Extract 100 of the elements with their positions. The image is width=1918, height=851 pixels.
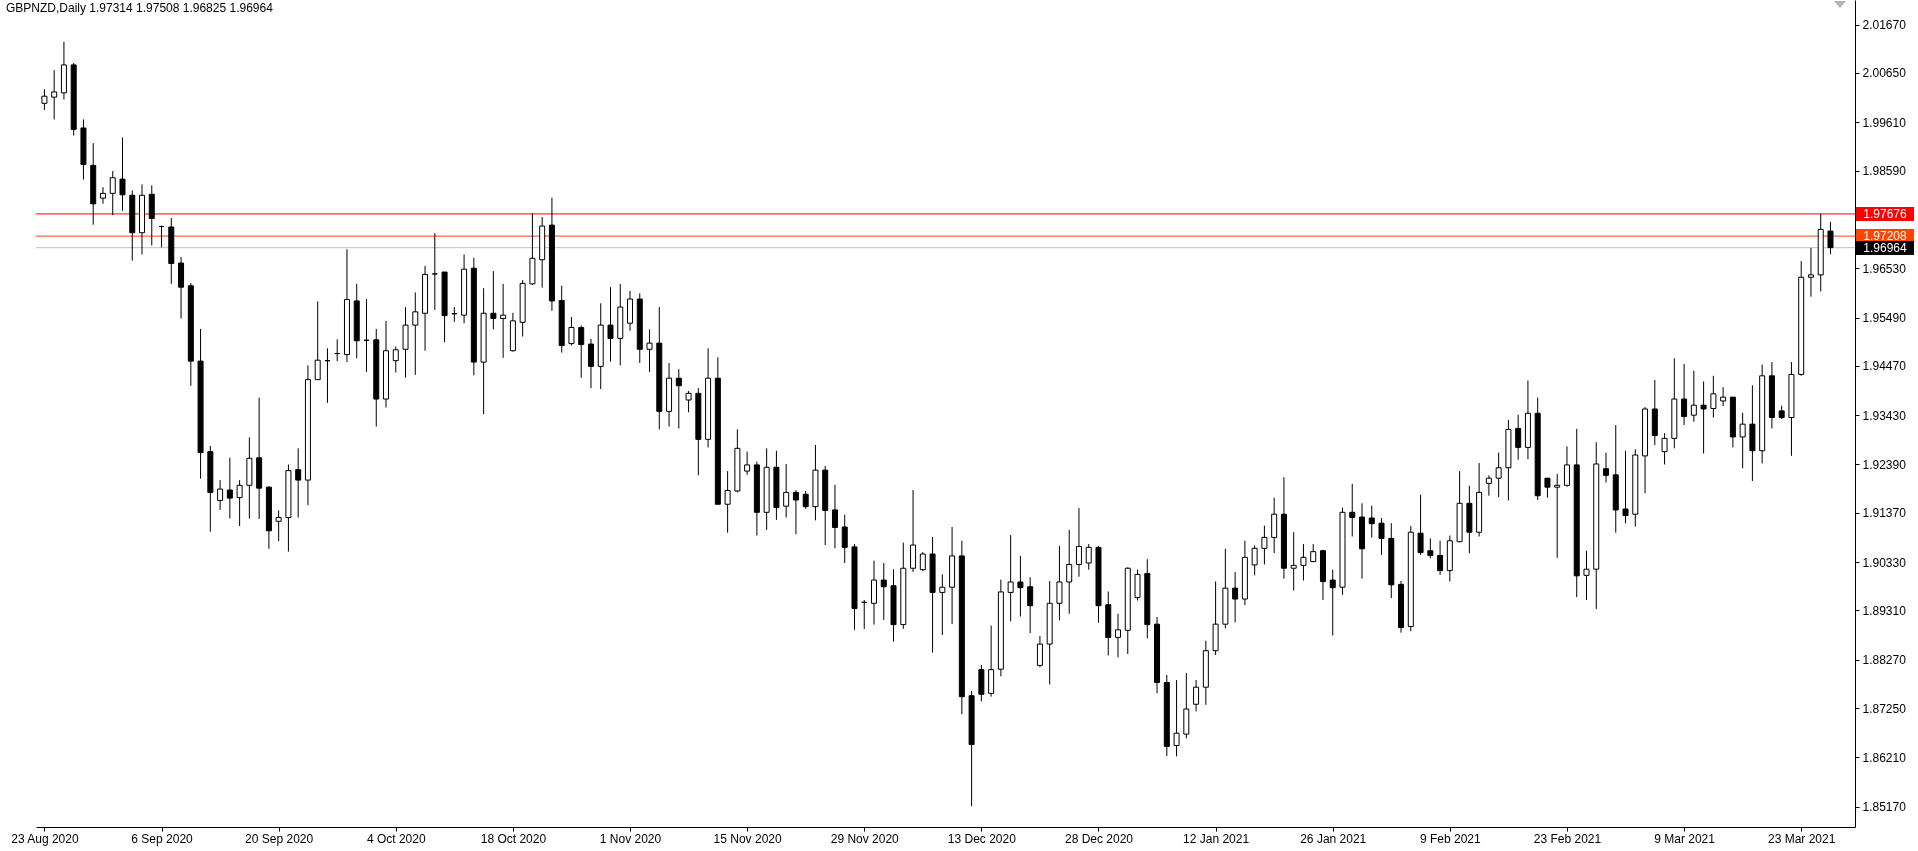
candlestick [841,514,848,564]
x-tick-label: 6 Sep 2020 [131,831,194,846]
candlestick [314,300,321,381]
x-tick-label: 23 Mar 2021 [1768,831,1836,846]
candlestick [1368,505,1375,538]
x-tick-label: 13 Dec 2020 [947,831,1017,846]
candlestick [1007,534,1014,622]
candlestick [1251,544,1258,576]
x-tick-label: 29 Nov 2020 [830,831,900,846]
y-tick-label: 1.92390 [1862,457,1907,472]
candlestick [1075,507,1082,578]
candlestick [831,484,838,549]
chart-title: GBPNZD,Daily 1.97314 1.97508 1.96825 1.96964 [6,1,274,15]
candlestick [1017,555,1024,618]
y-tick-label: 1.96530 [1862,261,1907,276]
y-tick-label: 2.00650 [1862,66,1907,81]
x-tick-label: 12 Jan 2021 [1183,831,1250,846]
candlestick [500,283,507,359]
y-tick-label: 1.94470 [1862,359,1907,374]
candlestick [939,573,946,636]
candlestick [871,560,878,626]
y-tick-label: 1.85170 [1862,800,1907,815]
x-tick-label: 4 Oct 2020 [366,831,426,846]
candlestick [412,291,419,376]
candlestick [1232,571,1239,623]
y-tick-label: 1.99610 [1862,115,1907,130]
candlestick [1583,550,1590,601]
candlestick [1495,452,1502,498]
candlestick [578,325,585,379]
candlestick [646,328,653,373]
candlestick [587,338,594,389]
candlestick [1807,247,1814,298]
candlestick [236,479,243,527]
y-tick-label: 1.88270 [1862,653,1907,668]
candlestick [295,447,302,519]
candlestick [99,186,106,205]
candlestick [1720,386,1727,407]
x-tick-label: 9 Feb 2021 [1419,831,1482,846]
candlestick [1115,613,1122,658]
candlestick [1827,221,1834,255]
candlestick [1134,569,1141,601]
x-tick-label: 15 Nov 2020 [713,831,782,846]
y-tick-label: 1.91370 [1862,506,1907,521]
candlestick [910,489,917,573]
y-tick-label: 1.87250 [1862,701,1907,716]
candlestick [1563,445,1570,488]
x-tick-label: 28 Dec 2020 [1064,831,1134,846]
y-tick-label: 1.90330 [1862,555,1907,570]
candlestick [1378,517,1385,556]
candlestick [1485,474,1492,497]
candlestick [41,88,48,111]
candlestick [919,551,926,572]
candlestick [1661,432,1668,465]
candlestick [724,470,731,534]
candlestick [1173,679,1180,757]
x-tick-label: 26 Jan 2021 [1300,831,1367,846]
candlestick [880,562,887,621]
ref-line-label: 1.96964 [1856,240,1914,255]
y-tick-label: 1.93430 [1862,408,1907,423]
candlestick [1300,543,1307,582]
y-tick-label: 1.98590 [1862,164,1907,179]
candlestick [1739,412,1746,469]
candlestick [1622,450,1629,524]
candlestick [783,463,790,519]
candlestick [217,479,224,511]
candlestick [675,368,682,429]
candlestick [1261,525,1268,565]
x-tick-label: 18 Oct 2020 [480,831,547,846]
candlestick [1515,414,1522,461]
y-tick-label: 1.86210 [1862,750,1907,765]
candlestick [744,451,751,476]
ref-line-label: 1.97676 [1856,206,1914,221]
candlestick [607,286,614,363]
candlestick [1544,477,1551,499]
candlestick [1271,497,1278,554]
candlestick [1603,452,1609,483]
candlestick [1427,537,1434,559]
candlestick [1710,375,1717,419]
candlestick [685,390,692,413]
candlestick [1036,635,1043,668]
y-tick-label: 2.01670 [1862,18,1907,33]
x-tick-label: 23 Aug 2020 [11,831,79,846]
ref-line-label: 1.97208 [1856,229,1914,244]
candlestick [1681,363,1688,426]
x-tick-label: 1 Nov 2020 [599,831,662,846]
candlestick [1193,679,1200,712]
candlestick [988,625,995,698]
candlestick [568,316,575,346]
candlestick [51,69,58,120]
candlestick [1554,473,1561,559]
y-tick-label: 1.95490 [1862,311,1907,326]
candlestick [1690,370,1697,423]
candlestick [1329,569,1336,637]
candlestick [392,345,399,374]
candlestick [1417,494,1424,556]
candlestick [1066,529,1073,615]
x-tick-label: 9 Mar 2021 [1654,831,1716,846]
candlestick [109,170,116,216]
candlestick [431,232,438,311]
y-tick-label: 1.89310 [1862,603,1907,618]
